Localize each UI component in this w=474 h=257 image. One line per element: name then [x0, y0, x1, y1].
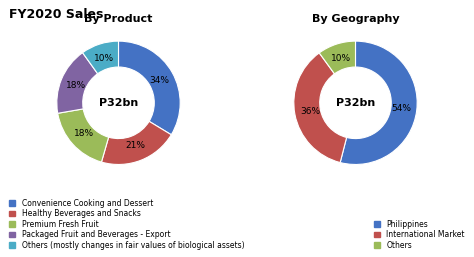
- Text: 18%: 18%: [65, 81, 86, 90]
- Text: 34%: 34%: [149, 76, 169, 85]
- Wedge shape: [294, 53, 346, 162]
- Title: By Geography: By Geography: [312, 14, 399, 24]
- Legend: Convenience Cooking and Dessert, Healthy Beverages and Snacks, Premium Fresh Fru: Convenience Cooking and Dessert, Healthy…: [9, 198, 245, 251]
- Text: 10%: 10%: [94, 54, 114, 63]
- Wedge shape: [101, 121, 171, 164]
- Text: P32bn: P32bn: [336, 98, 375, 108]
- Text: 54%: 54%: [392, 104, 411, 113]
- Text: 10%: 10%: [331, 54, 351, 63]
- Wedge shape: [118, 41, 180, 135]
- Title: By Product: By Product: [84, 14, 153, 24]
- Text: FY2020 Sales: FY2020 Sales: [9, 8, 104, 21]
- Wedge shape: [319, 41, 356, 74]
- Legend: Philippines, International Market, Others: Philippines, International Market, Other…: [373, 219, 465, 251]
- Text: P32bn: P32bn: [99, 98, 138, 108]
- Text: 18%: 18%: [74, 129, 94, 138]
- Wedge shape: [82, 41, 118, 74]
- Text: 21%: 21%: [125, 141, 146, 150]
- Wedge shape: [58, 109, 109, 162]
- Text: 36%: 36%: [300, 107, 320, 116]
- Wedge shape: [57, 53, 98, 113]
- Wedge shape: [340, 41, 417, 164]
